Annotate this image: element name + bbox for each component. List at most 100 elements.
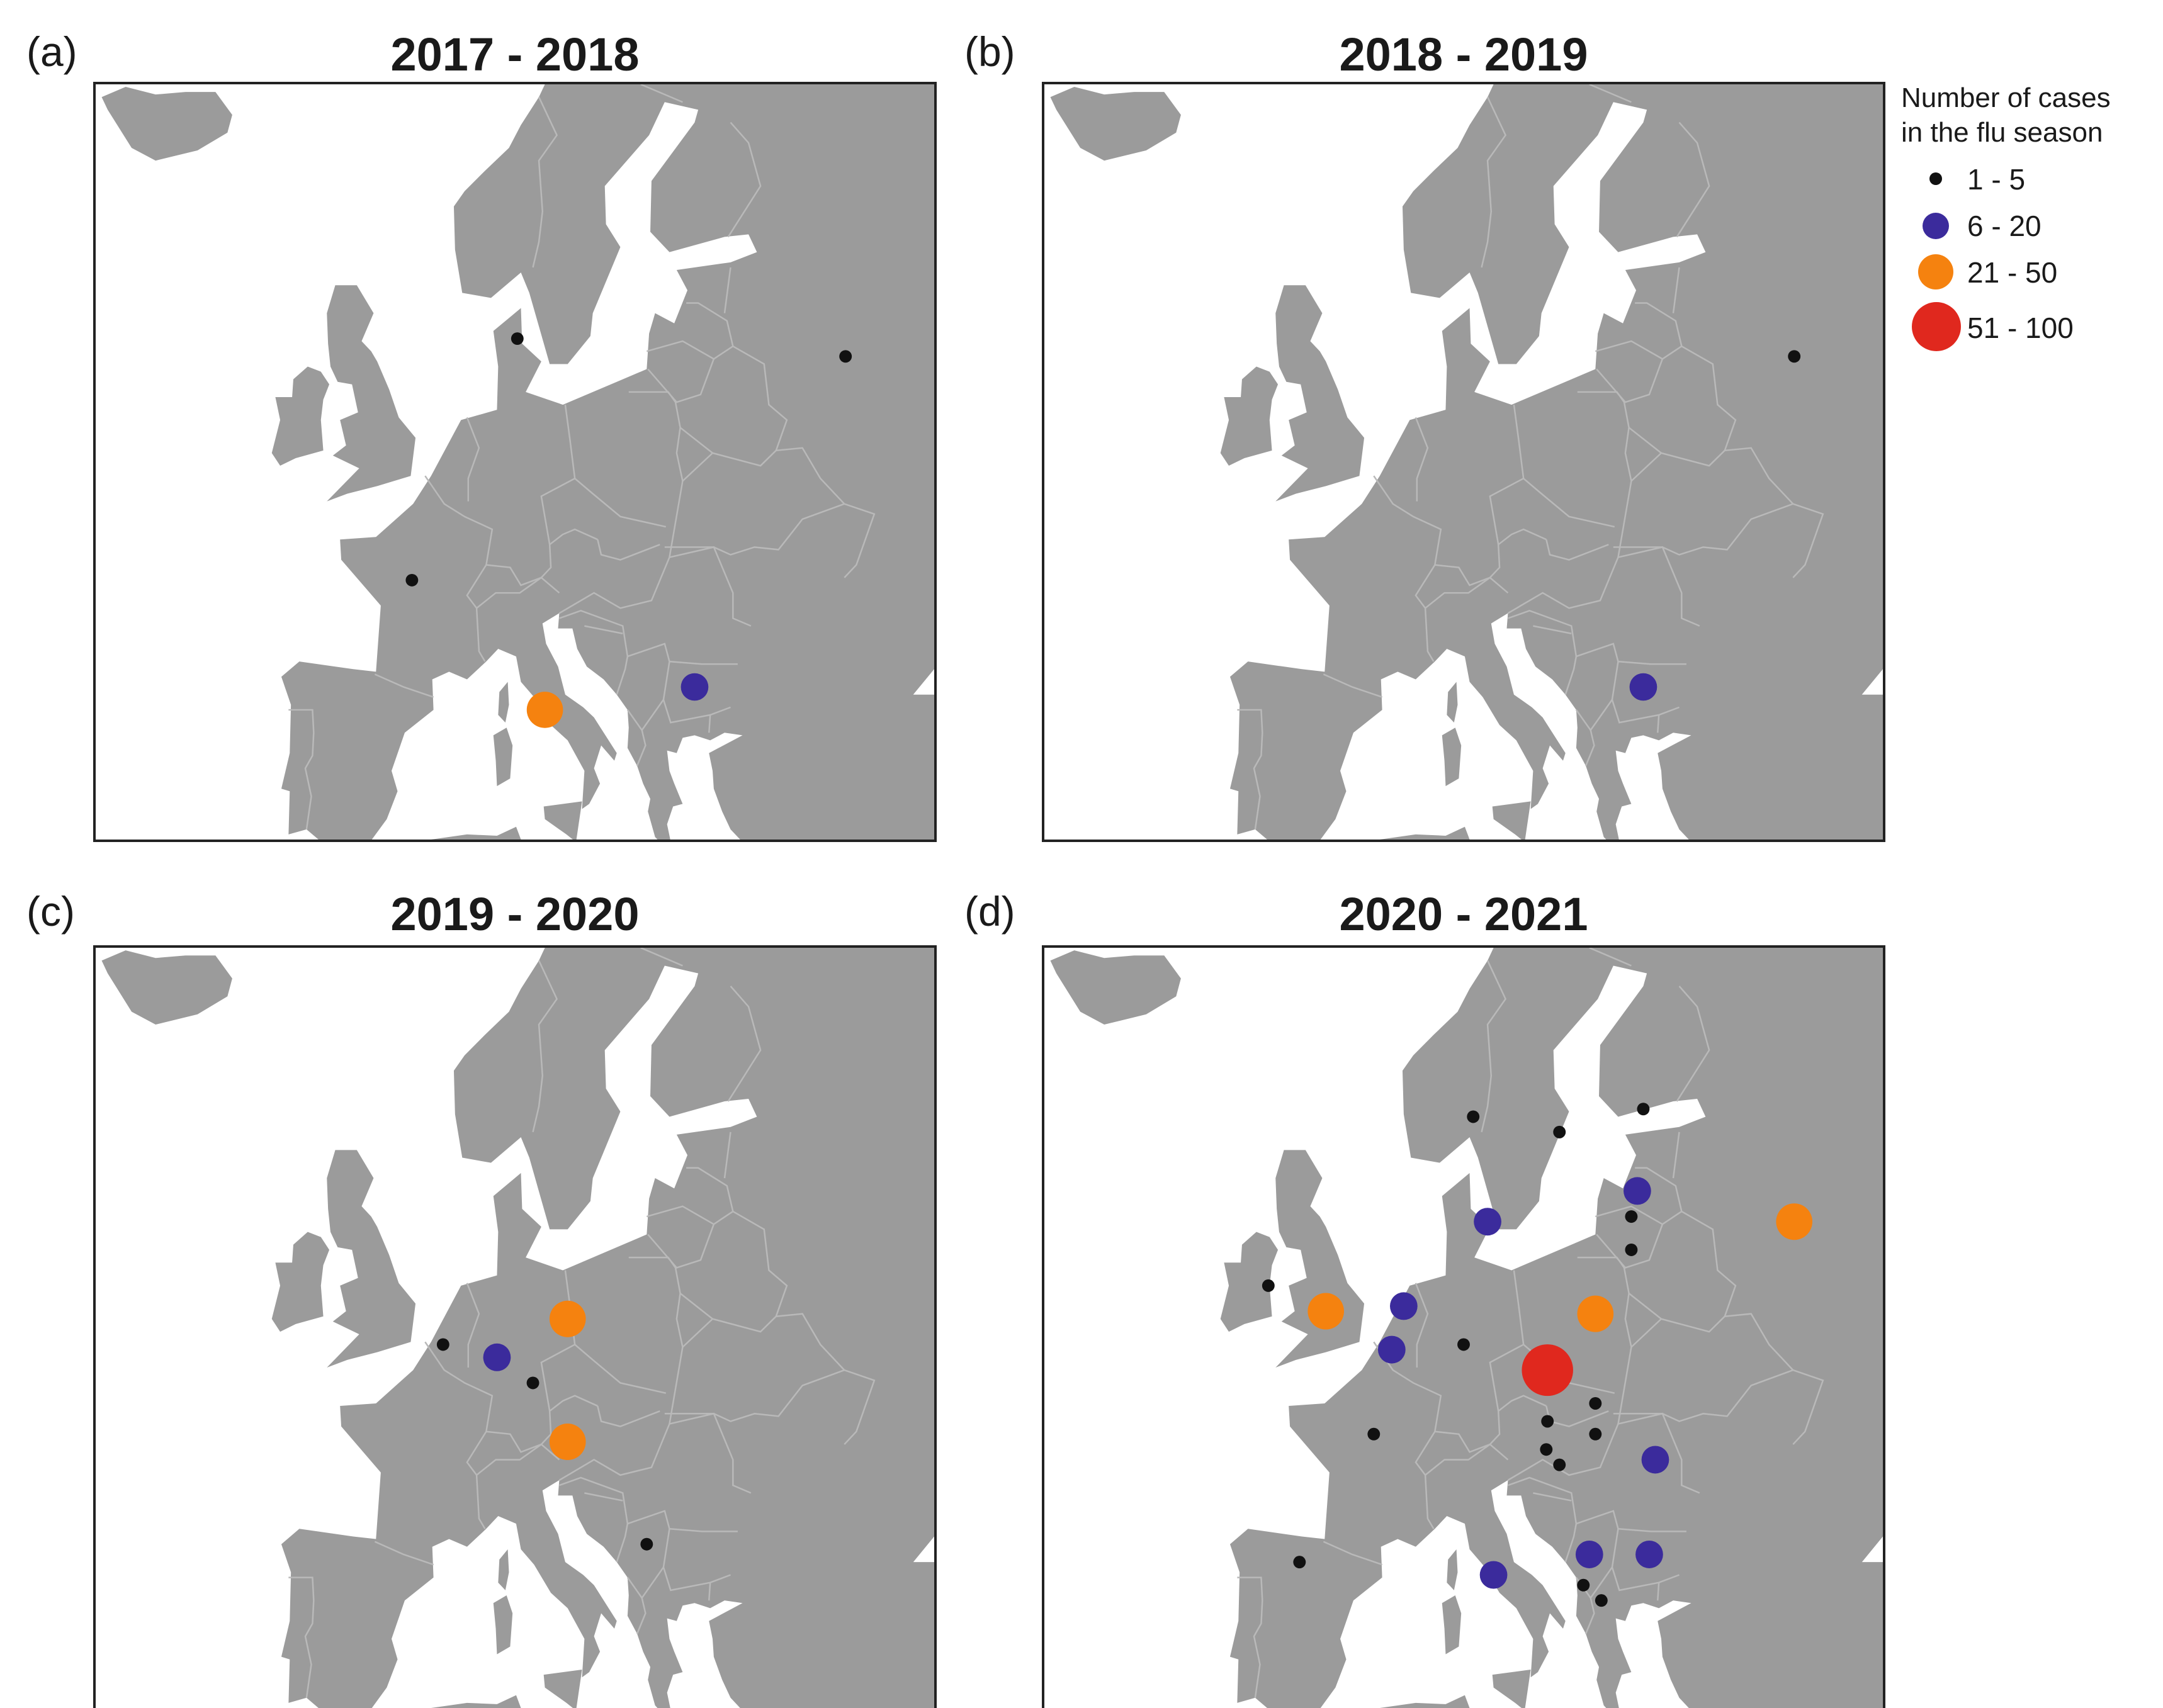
legend-label-51-100: 51 - 100 <box>1967 312 2074 344</box>
land-layer <box>101 948 934 1708</box>
land-great-britain <box>327 285 416 502</box>
legend-label-1-5: 1 - 5 <box>1967 163 2026 196</box>
country-border <box>647 358 715 403</box>
country-border <box>640 948 683 967</box>
marker-1-5 <box>405 573 419 587</box>
land-corsica <box>1447 1549 1458 1590</box>
country-border <box>1425 1443 1509 1476</box>
legend-label-6-20: 6 - 20 <box>1967 210 2042 242</box>
country-border <box>1237 1576 1263 1698</box>
country-border <box>1373 1341 1442 1529</box>
country-border <box>646 1167 734 1225</box>
country-border <box>636 729 647 767</box>
panel-d-map <box>1042 945 1885 1708</box>
marker-layer <box>436 1300 653 1551</box>
marker-1-5 <box>1553 1458 1566 1471</box>
land-north-africa <box>287 826 521 840</box>
country-border <box>708 1582 711 1601</box>
country-border <box>466 1283 480 1368</box>
panel-d-title: 2020 - 2021 <box>1339 888 1588 940</box>
panel-a-letter: (a) <box>26 28 77 75</box>
country-border <box>374 673 434 698</box>
country-border <box>584 625 623 634</box>
land-corsica <box>1447 682 1458 723</box>
country-border <box>1323 673 1383 698</box>
country-border <box>669 660 738 665</box>
marker-layer <box>1262 1103 1813 1607</box>
country-border <box>540 1270 576 1412</box>
marker-1-5 <box>1553 1125 1566 1138</box>
country-border <box>1676 121 1710 238</box>
country-border <box>662 1566 731 1592</box>
marker-1-5 <box>1541 1415 1554 1428</box>
marker-6-20 <box>1624 1177 1651 1205</box>
country-border <box>626 643 670 732</box>
marker-6-20 <box>1377 1335 1406 1364</box>
country-border <box>1489 1270 1525 1412</box>
legend-item-6-20: 6 - 20 <box>1901 205 2111 252</box>
land-iceland <box>1050 950 1181 1025</box>
legend-dot-21-50 <box>1918 254 1953 289</box>
marker-1-5 <box>1589 1396 1602 1410</box>
country-border <box>532 960 558 1133</box>
country-border <box>1545 1405 1609 1427</box>
land-layer <box>1050 84 1883 840</box>
panel-a-title: 2017 - 2018 <box>390 28 640 81</box>
land-corsica <box>498 1549 509 1590</box>
country-border <box>540 404 576 545</box>
country-border <box>374 1541 434 1566</box>
country-border <box>1545 539 1609 561</box>
country-border <box>1584 729 1595 767</box>
country-border <box>574 1344 667 1394</box>
country-border <box>1589 84 1632 103</box>
country-border <box>1657 1582 1660 1601</box>
country-border <box>1323 1541 1383 1566</box>
land-sardinia <box>493 1595 513 1655</box>
land-great-britain <box>1275 1150 1365 1368</box>
country-border <box>1589 948 1632 967</box>
country-border <box>640 84 683 103</box>
country-border <box>424 1341 494 1529</box>
land-layer <box>101 84 934 840</box>
country-border <box>1489 404 1525 545</box>
europe-basemap <box>101 84 934 840</box>
marker-1-5 <box>1467 1110 1480 1123</box>
land-mainland <box>281 948 934 1708</box>
country-border <box>1415 417 1429 502</box>
marker-6-20 <box>1474 1208 1501 1236</box>
country-border <box>669 1528 738 1532</box>
country-border <box>1724 447 1794 505</box>
country-border <box>1618 1528 1686 1532</box>
country-border <box>597 1405 660 1427</box>
legend-dot-51-100 <box>1912 302 1961 351</box>
land-sicily <box>1492 1669 1531 1708</box>
country-border <box>1618 660 1686 665</box>
land-ireland <box>1220 366 1279 466</box>
land-great-britain <box>1275 285 1365 502</box>
marker-1-5 <box>1367 1427 1381 1441</box>
marker-1-5 <box>1625 1210 1638 1223</box>
panel-c-letter: (c) <box>26 888 75 935</box>
panel-a-map <box>93 82 937 842</box>
marker-1-5 <box>1788 350 1801 363</box>
country-border <box>1596 1223 1664 1269</box>
country-border <box>1613 1369 1824 1445</box>
country-border <box>558 610 629 695</box>
country-border <box>1595 302 1683 360</box>
country-border <box>1575 1510 1619 1600</box>
land-corsica <box>498 682 509 723</box>
land-mainland <box>281 84 934 840</box>
land-ireland <box>271 1232 330 1332</box>
land-ireland <box>271 366 330 466</box>
panel-b-map <box>1042 82 1885 842</box>
country-border <box>1630 1318 1662 1348</box>
country-border <box>682 1318 713 1348</box>
country-border <box>1596 358 1664 403</box>
marker-1-5 <box>1589 1427 1602 1441</box>
border-layer <box>1237 84 1824 830</box>
country-border <box>1611 1566 1680 1592</box>
land-iceland <box>101 87 232 161</box>
country-border <box>584 1492 623 1502</box>
country-border <box>708 714 711 733</box>
country-border <box>679 346 788 467</box>
